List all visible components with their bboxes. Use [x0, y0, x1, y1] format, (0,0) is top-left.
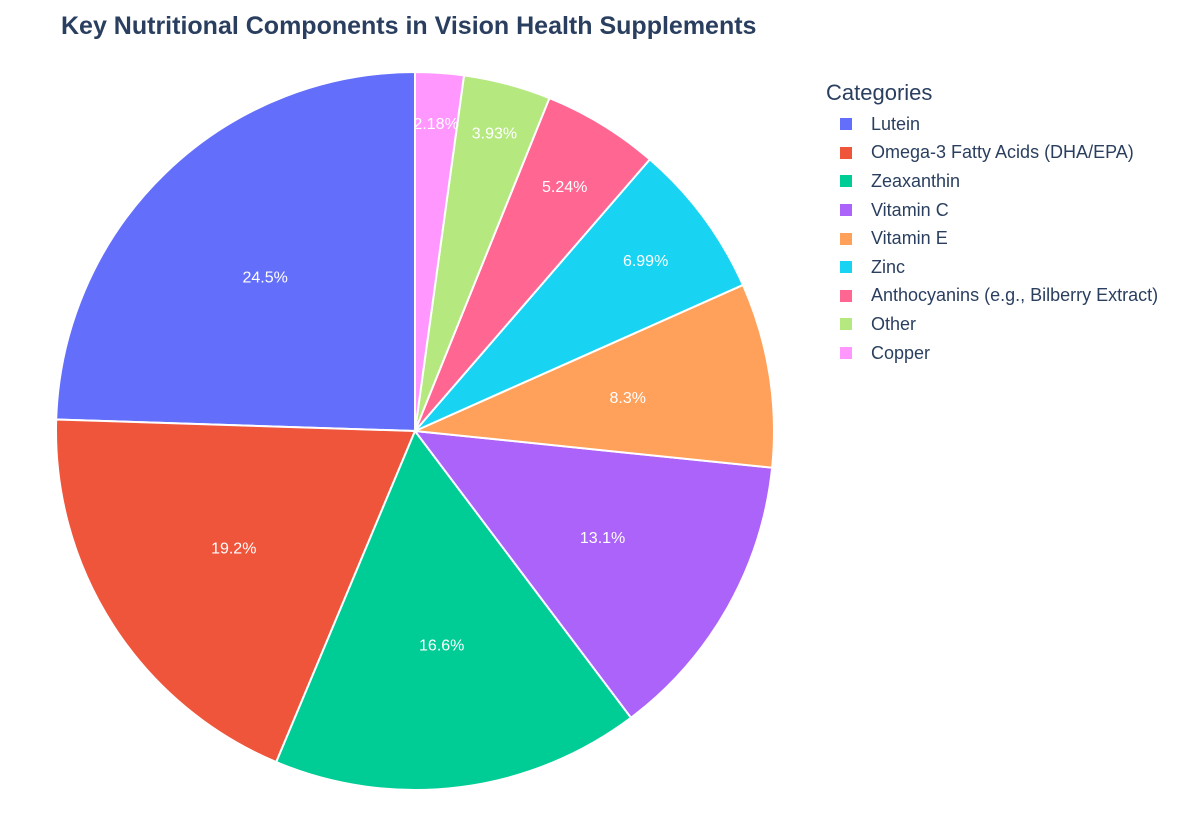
slice-value-label: 8.3%: [609, 390, 645, 407]
legend-swatch: [840, 232, 852, 245]
pie-slice-copper[interactable]: [414, 70, 466, 432]
pie-chart: 24.5% 19.2% 16.6% 13.1% 8.3% 6.99% 5.24% 3.93% 2…: [55, 70, 775, 791]
legend-swatch: [840, 347, 852, 360]
legend-label: Zeaxanthin: [871, 170, 961, 191]
chart-title: Key Nutritional Components in Vision Hea…: [61, 12, 757, 40]
slice-value-label: 13.1%: [580, 530, 625, 547]
legend-label: Zinc: [871, 256, 906, 277]
legend-swatch: [840, 318, 852, 331]
legend-item[interactable]: Vitamin C: [826, 196, 1158, 225]
pie-slice-lutein[interactable]: [55, 70, 416, 433]
legend-swatch: [840, 289, 852, 302]
legend-item[interactable]: Zeaxanthin: [826, 167, 1158, 196]
legend-swatch: [840, 146, 852, 159]
legend-swatch: [840, 175, 852, 188]
legend-swatch: [840, 261, 852, 274]
legend-label: Omega-3 Fatty Acids (DHA/EPA): [871, 142, 1134, 163]
legend-item[interactable]: Omega-3 Fatty Acids (DHA/EPA): [826, 139, 1158, 168]
pie-slice-zeaxanthin[interactable]: [274, 429, 633, 791]
legend-item[interactable]: Zinc: [826, 253, 1158, 282]
legend: Categories Lutein Omega-3 Fatty Acids (DH…: [826, 80, 1158, 367]
pie-slice-vitamin-e[interactable]: [411, 283, 775, 469]
legend-label: Other: [871, 313, 917, 334]
slice-value-label: 16.6%: [419, 638, 464, 655]
legend-title: Categories: [826, 80, 933, 105]
legend-label: Vitamin E: [871, 228, 948, 249]
pie-slice-omega-3-fatty-acids-dha-epa[interactable]: [55, 418, 417, 764]
legend-item[interactable]: Vitamin E: [826, 224, 1158, 253]
legend-item[interactable]: Other: [826, 310, 1158, 339]
slice-value-label: 3.93%: [472, 126, 517, 143]
slice-value-label: 5.24%: [542, 179, 587, 196]
legend-label: Lutein: [871, 113, 921, 134]
legend-swatch: [840, 204, 852, 217]
slice-value-label: 2.18%: [413, 116, 458, 133]
slice-value-label: 19.2%: [211, 540, 256, 557]
legend-item[interactable]: Copper: [826, 339, 1158, 368]
legend-label: Vitamin C: [871, 199, 949, 220]
pie-slice-zinc[interactable]: [414, 158, 745, 432]
legend-label: Anthocyanins (e.g., Bilberry Extract): [871, 285, 1159, 306]
slice-value-label: 24.5%: [242, 269, 287, 286]
legend-item[interactable]: Anthocyanins (e.g., Bilberry Extract): [826, 282, 1158, 311]
legend-swatch: [840, 118, 852, 131]
legend-item[interactable]: Lutein: [826, 110, 1158, 139]
slice-value-label: 6.99%: [623, 253, 668, 270]
pie-slice-vitamin-c[interactable]: [412, 429, 774, 720]
legend-label: Copper: [871, 342, 931, 363]
legend-items: Lutein Omega-3 Fatty Acids (DHA/EPA) Zeaxa…: [826, 110, 1158, 367]
